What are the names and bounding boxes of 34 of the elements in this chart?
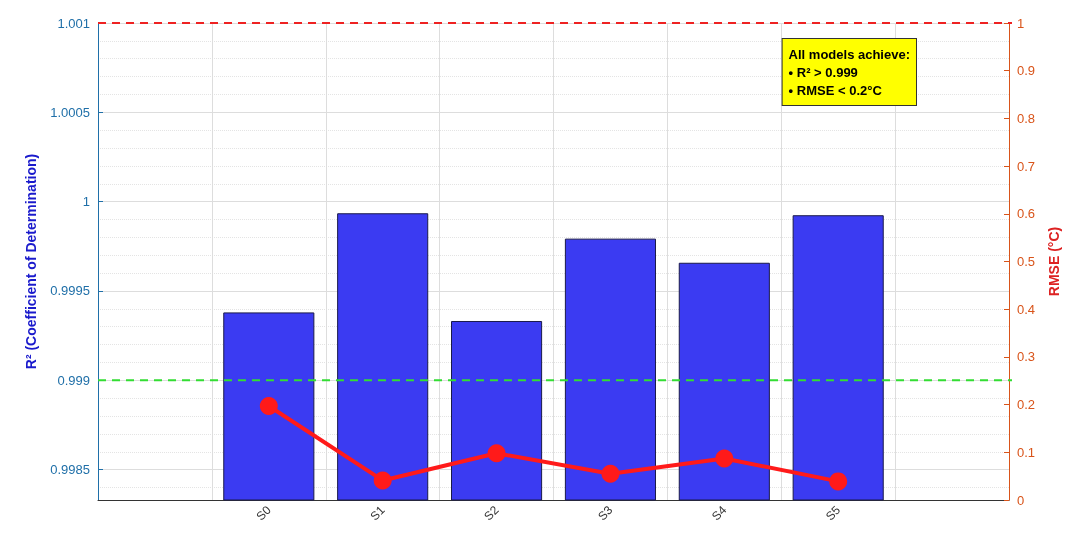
y-tick-label: 1.001 <box>57 15 90 31</box>
y2-tick-label: 0.6 <box>1017 206 1036 222</box>
y-axis-title: R² (Coefficient of Determination) <box>23 153 39 370</box>
y2-tick-label: 0.3 <box>1017 349 1036 365</box>
y2-tick-label: 0.2 <box>1017 397 1036 413</box>
y2-axis-title: RMSE (°C) <box>1046 226 1062 297</box>
annotation: • R² > 0.999 <box>788 64 858 80</box>
annotation: • RMSE < 0.2°C <box>788 82 883 98</box>
y-tick-label: 0.999 <box>57 372 90 388</box>
x-tick-label: S4 <box>708 502 730 524</box>
point <box>829 472 848 491</box>
x-tick-label: S2 <box>481 502 502 524</box>
x-tick-label: S1 <box>367 502 388 524</box>
point <box>601 464 620 483</box>
y2-tick-label: 0.8 <box>1017 110 1036 126</box>
point <box>487 444 506 463</box>
y-tick-label: 1 <box>82 194 90 210</box>
y2-tick-label: 0 <box>1017 492 1025 508</box>
x-tick-label: S0 <box>253 502 274 524</box>
y2-tick-label: 0.4 <box>1017 301 1036 317</box>
annotation: All models achieve: <box>788 46 911 62</box>
point <box>715 449 734 468</box>
y-tick-label: 0.9985 <box>50 462 90 478</box>
y2-tick-label: 0.7 <box>1017 158 1036 174</box>
y2-tick-label: 0.9 <box>1017 63 1036 79</box>
x-tick-label: S5 <box>822 502 844 524</box>
y2-tick-label: 1 <box>1017 15 1025 31</box>
y2-tick-label: 0.1 <box>1017 444 1036 460</box>
y2-tick-label: 0.5 <box>1017 254 1036 269</box>
point <box>373 471 392 490</box>
x-tick-label: S3 <box>595 502 616 524</box>
point <box>259 397 278 416</box>
y-tick-label: 0.9995 <box>50 283 90 299</box>
y-tick-label: 1.0005 <box>50 104 90 120</box>
